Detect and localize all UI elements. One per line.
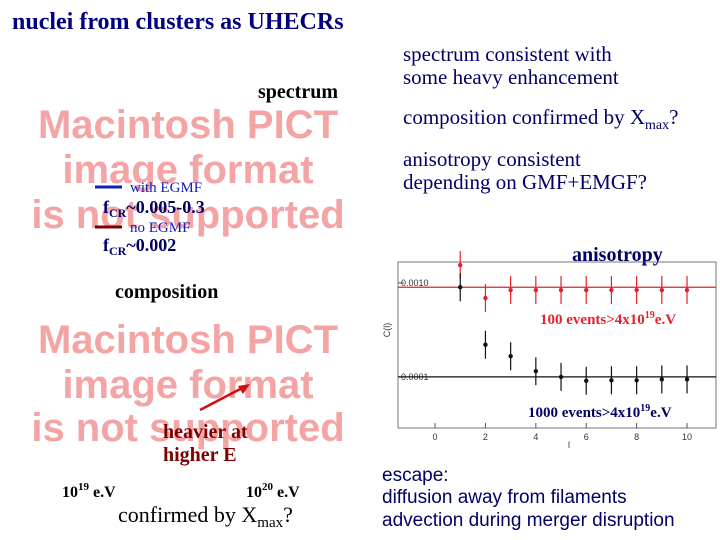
title: nuclei from clusters as UHECRs — [12, 9, 344, 35]
x-tick-label: 10 — [682, 432, 692, 442]
x-tick-label: 4 — [533, 432, 538, 442]
energy-label: 1019 e.V — [62, 481, 116, 501]
legend-label: no EGMF — [130, 220, 190, 236]
series-label: 100 events>4x1019e.V — [540, 310, 676, 328]
pict-placeholder: is not supported — [31, 406, 344, 450]
text-line: advection during merger disruption — [382, 510, 675, 531]
data-point — [483, 342, 488, 347]
arrow — [199, 384, 247, 412]
pict-placeholder: Macintosh PICT — [38, 318, 338, 362]
plot-frame — [397, 261, 717, 429]
text-line: composition confirmed by Xmax? — [403, 105, 678, 133]
annotation: higher E — [163, 444, 237, 466]
pict-placeholder: image format — [62, 363, 313, 407]
plot-title: anisotropy — [572, 244, 663, 266]
data-point — [634, 378, 639, 383]
pict-placeholder: image format — [62, 148, 313, 192]
x-tick-label: 6 — [584, 432, 589, 442]
spectrum-label: spectrum — [258, 81, 338, 103]
data-point — [584, 378, 589, 383]
text-line: diffusion away from filaments — [382, 487, 627, 508]
pict-placeholder: Macintosh PICT — [38, 103, 338, 147]
text-line: anisotropy consistent — [403, 147, 581, 171]
data-point — [684, 377, 690, 382]
data-point — [508, 354, 513, 359]
text-line: escape: — [382, 465, 449, 486]
data-point — [684, 287, 690, 293]
data-point — [609, 287, 614, 293]
data-point — [558, 374, 564, 380]
data-point — [659, 377, 665, 382]
label-part: 100 events>4x10 — [540, 312, 645, 328]
label-part: 19 — [640, 403, 650, 414]
text-line: some heavy enhancement — [403, 65, 619, 89]
x-axis-label: l — [568, 440, 570, 450]
composition-label: composition — [115, 281, 218, 303]
data-point — [508, 287, 513, 293]
data-point — [458, 285, 463, 290]
data-point — [659, 287, 665, 293]
data-point — [483, 295, 488, 301]
legend-value: fCR~0.005-0.3 — [103, 197, 205, 220]
legend-label: with EGMF — [130, 180, 202, 196]
legend-value: fCR~0.002 — [103, 235, 176, 258]
x-tick-label: 0 — [433, 432, 438, 442]
series-label: 1000 events>4x1019e.V — [528, 403, 672, 421]
annotation: heavier at — [163, 421, 248, 443]
x-tick-label: 2 — [483, 432, 488, 442]
label-part: e.V — [650, 405, 671, 421]
pict-placeholder: is not supported — [31, 193, 344, 237]
text-line: depending on GMF+EMGF? — [403, 170, 647, 194]
x-tick-label: 8 — [634, 432, 639, 442]
data-point — [609, 378, 614, 383]
label-part: 19 — [645, 310, 655, 321]
data-point — [634, 287, 639, 293]
arrow-head — [238, 384, 250, 394]
data-point — [584, 287, 589, 293]
label-part: 1000 events>4x10 — [528, 405, 640, 421]
data-point — [458, 262, 463, 268]
y-tick-label: 0.0010 — [401, 278, 429, 288]
y-axis-label: C(l) — [382, 323, 392, 338]
text-line: spectrum consistent with — [403, 42, 612, 66]
data-point — [533, 287, 539, 293]
energy-label: 1020 e.V — [246, 481, 300, 501]
data-point — [558, 287, 564, 293]
caption: confirmed by Xmax? — [118, 502, 293, 531]
data-point — [533, 369, 539, 374]
label-part: e.V — [655, 312, 676, 328]
